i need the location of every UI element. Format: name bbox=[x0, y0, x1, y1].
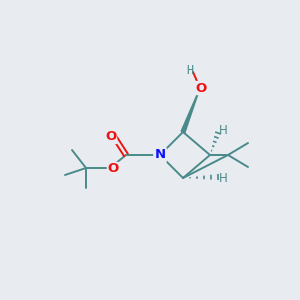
Text: H: H bbox=[186, 64, 194, 77]
Text: O: O bbox=[105, 130, 117, 143]
Text: H: H bbox=[219, 124, 227, 137]
Text: N: N bbox=[154, 148, 166, 161]
Text: O: O bbox=[195, 82, 207, 94]
Text: O: O bbox=[107, 163, 118, 176]
Polygon shape bbox=[181, 88, 200, 133]
Text: H: H bbox=[219, 172, 227, 185]
